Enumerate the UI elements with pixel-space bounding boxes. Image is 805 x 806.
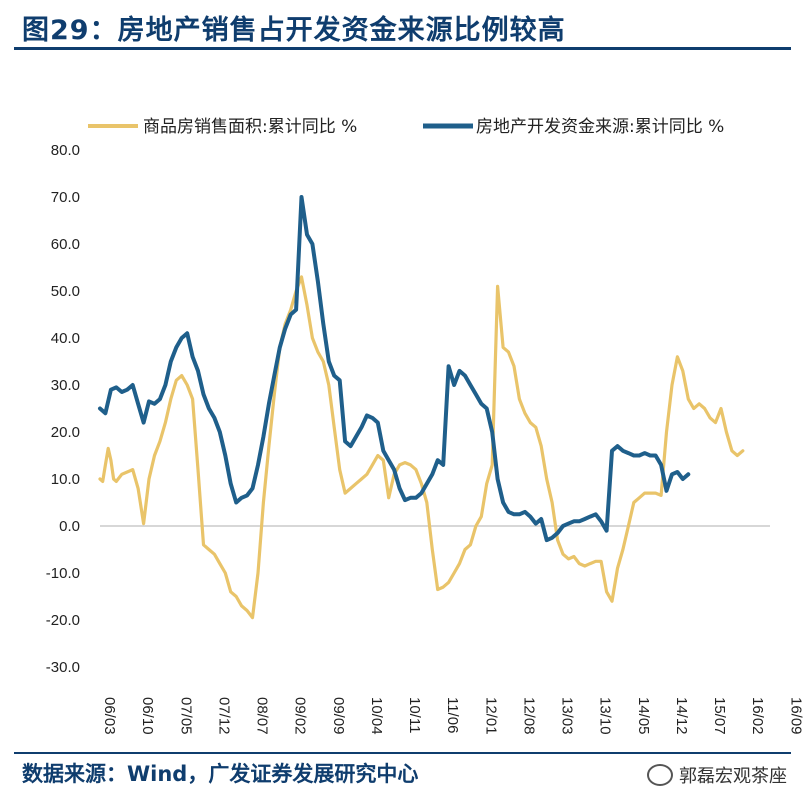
x-tick-label: 13/03 (559, 697, 576, 735)
y-axis-ticks: 80.0 70.0 60.0 50.0 40.0 30.0 20.0 10.0 0.0 -10.0… (46, 142, 80, 676)
y-tick-label: 20.0 (51, 424, 80, 441)
y-tick-label: 0.0 (59, 518, 80, 535)
legend: 商品房销售面积:累计同比 % 房地产开发资金来源:累计同比 % (88, 117, 724, 137)
x-tick-label: 07/12 (215, 697, 232, 735)
x-tick-label: 06/03 (101, 697, 118, 735)
watermark: 郭磊宏观茶座 (647, 762, 787, 788)
x-tick-label: 10/04 (368, 697, 385, 735)
x-tick-label: 07/05 (177, 697, 194, 735)
x-tick-label: 10/11 (406, 697, 423, 733)
y-tick-label: 80.0 (51, 142, 80, 159)
series-line-funding-source (98, 195, 691, 543)
x-axis-ticks: 06/03 06/10 07/05 07/12 08/07 09/02 09/09 10/04… (101, 697, 804, 735)
y-tick-label: 50.0 (51, 283, 80, 300)
legend-label-funding-source: 房地产开发资金来源:累计同比 % (476, 117, 724, 137)
x-tick-label: 06/10 (139, 697, 156, 735)
x-tick-label: 16/09 (787, 697, 804, 735)
x-tick-label: 16/02 (749, 697, 766, 735)
y-tick-label: -20.0 (46, 612, 80, 629)
x-tick-label: 12/01 (482, 697, 499, 735)
y-tick-label: 10.0 (51, 471, 80, 488)
footer-divider (14, 752, 791, 754)
x-tick-label: 14/12 (673, 697, 690, 735)
y-tick-label: 70.0 (51, 189, 80, 206)
x-tick-label: 12/08 (520, 697, 537, 735)
y-tick-label: 60.0 (51, 236, 80, 253)
x-tick-label: 08/07 (254, 697, 271, 735)
data-source-note: 数据来源：Wind，广发证券发展研究中心 (22, 762, 419, 786)
title-underline (14, 47, 791, 50)
chart-title: 图29：房地产销售占开发资金来源比例较高 (22, 15, 566, 46)
y-tick-label: -10.0 (46, 565, 80, 582)
legend-label-sales-area: 商品房销售面积:累计同比 % (143, 117, 357, 137)
watermark-text: 郭磊宏观茶座 (679, 766, 787, 787)
line-chart: 80.0 70.0 60.0 50.0 40.0 30.0 20.0 10.0 0.0 -10.0… (46, 117, 805, 735)
x-tick-label: 09/02 (292, 697, 309, 735)
x-tick-label: 11/06 (444, 697, 461, 733)
x-tick-label: 09/09 (330, 697, 347, 735)
y-tick-label: -30.0 (46, 659, 80, 676)
y-tick-label: 30.0 (51, 377, 80, 394)
x-tick-label: 15/07 (711, 697, 728, 735)
x-tick-label: 13/10 (597, 697, 614, 735)
wechat-icon (647, 764, 673, 786)
y-tick-label: 40.0 (51, 330, 80, 347)
series-lines (98, 195, 745, 620)
series-line-sales-area (98, 275, 745, 620)
x-tick-label: 14/05 (635, 697, 652, 735)
